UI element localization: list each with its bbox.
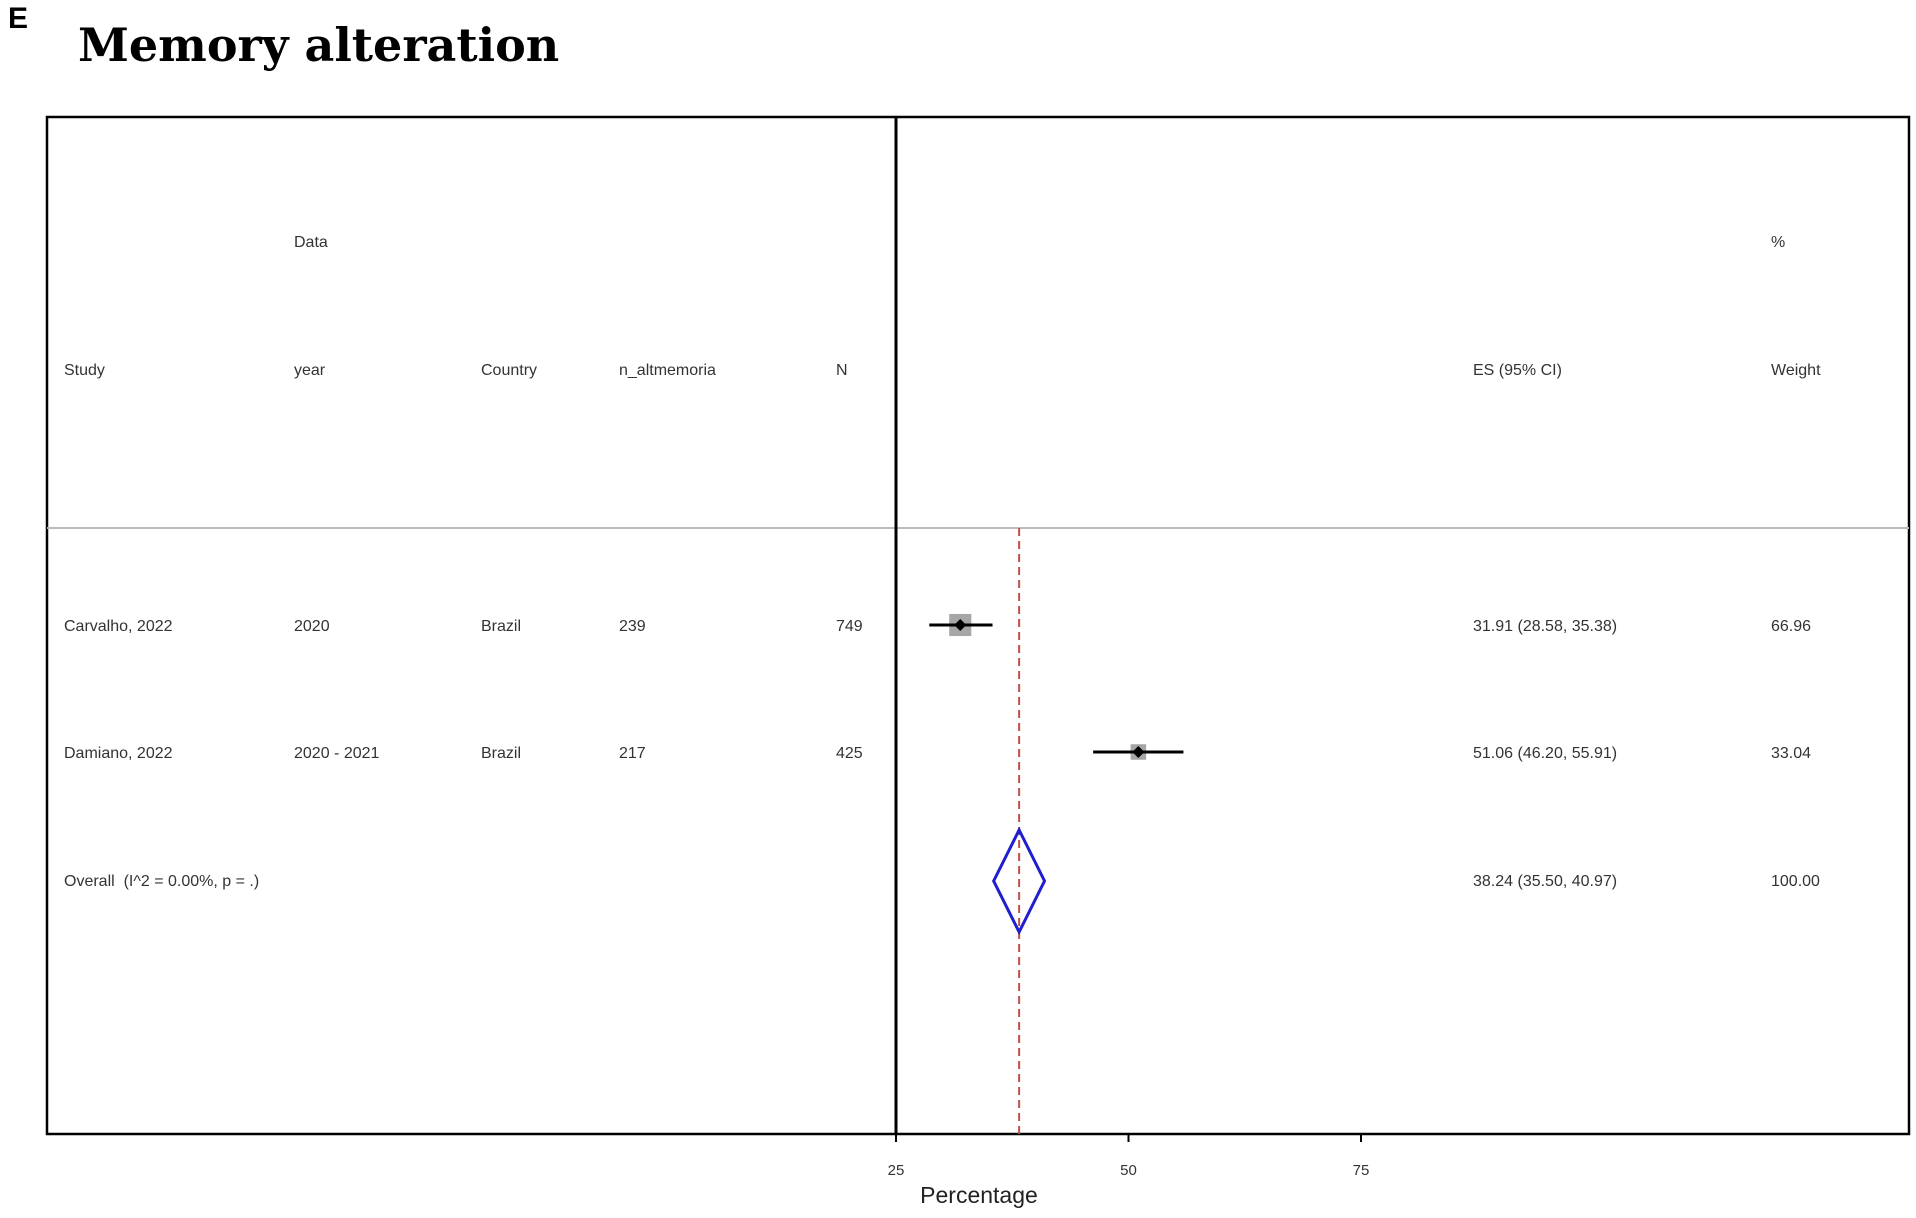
overall-diamond bbox=[991, 826, 1047, 936]
row-weight: 33.04 bbox=[1771, 745, 1811, 762]
row-n: 425 bbox=[836, 745, 863, 762]
overall-label: Overall (I^2 = 0.00%, p = .) bbox=[64, 873, 259, 890]
row-es-ci: 31.91 (28.58, 35.38) bbox=[1473, 618, 1617, 635]
header-events: n_altmemoria bbox=[619, 362, 716, 379]
row-country: Brazil bbox=[481, 745, 521, 762]
row-weight: 66.96 bbox=[1771, 618, 1811, 635]
x-tick-label: 75 bbox=[1353, 1162, 1370, 1179]
plot-marks bbox=[929, 528, 1184, 1134]
row-events: 217 bbox=[619, 745, 646, 762]
header-year: year bbox=[294, 362, 326, 379]
x-axis-label: Percentage bbox=[920, 1182, 1038, 1208]
x-tick-label: 50 bbox=[1120, 1162, 1137, 1179]
x-tick-label: 25 bbox=[888, 1162, 905, 1179]
header-weight-top: % bbox=[1771, 234, 1785, 251]
row-study: Carvalho, 2022 bbox=[64, 618, 173, 635]
row-es-ci: 51.06 (46.20, 55.91) bbox=[1473, 745, 1617, 762]
study-point-estimate bbox=[1132, 746, 1145, 758]
row-study: Damiano, 2022 bbox=[64, 745, 173, 762]
header-year-top: Data bbox=[294, 234, 328, 251]
overall-es-ci: 38.24 (35.50, 40.97) bbox=[1473, 873, 1617, 890]
row-year: 2020 - 2021 bbox=[294, 745, 380, 762]
header-country: Country bbox=[481, 362, 537, 379]
header-es: ES (95% CI) bbox=[1473, 362, 1562, 379]
figure-title: Memory alteration bbox=[78, 18, 560, 72]
row-year: 2020 bbox=[294, 618, 330, 635]
panel-letter: E bbox=[8, 2, 29, 35]
plot-frame bbox=[45, 115, 1911, 1136]
row-events: 239 bbox=[619, 618, 646, 635]
study-point-estimate bbox=[954, 619, 967, 631]
header-weight: Weight bbox=[1771, 362, 1821, 379]
header-n: N bbox=[836, 362, 848, 379]
overall-weight: 100.00 bbox=[1771, 873, 1820, 890]
row-country: Brazil bbox=[481, 618, 521, 635]
header-study: Study bbox=[64, 362, 105, 379]
row-n: 749 bbox=[836, 618, 863, 635]
